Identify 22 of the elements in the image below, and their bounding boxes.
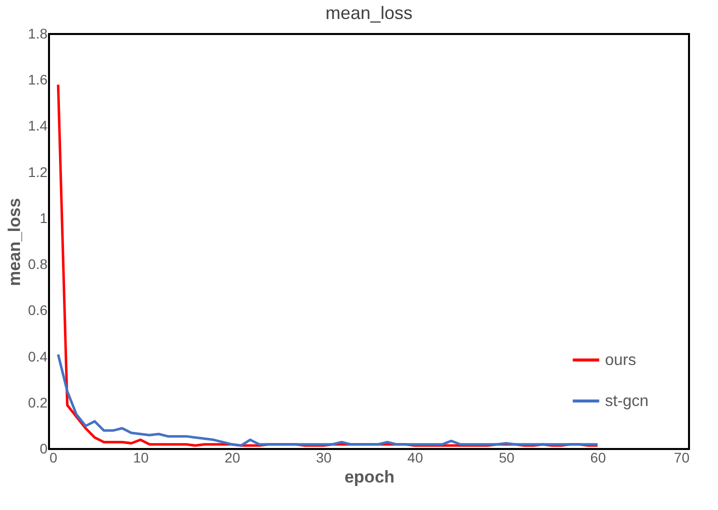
y-tick-label: 0.4 [28,348,48,364]
x-axis-title: epoch [344,468,395,486]
legend-label: ours [605,352,636,369]
legend-label: st-gcn [605,393,649,410]
y-tick-label: 1.4 [28,118,48,134]
y-tick-label: 1 [40,210,48,226]
x-tick-label: 20 [224,450,240,466]
y-tick-label: 1.2 [28,164,48,180]
x-tick-label: 30 [316,450,332,466]
y-tick-label: 1.6 [28,72,48,88]
x-tick-label: 50 [498,450,515,466]
x-tick-label: 40 [407,450,424,466]
x-tick-label: 10 [133,450,149,466]
y-axis-title: mean_loss [5,198,24,286]
y-tick-label: 0.8 [28,256,48,272]
x-tick-label: 70 [674,450,690,466]
y-tick-label: 0.2 [28,394,48,410]
x-tick-label: 60 [590,450,606,466]
line-series [56,353,599,447]
chart-title: mean_loss [325,3,413,23]
y-tick-label: 0.6 [28,302,48,318]
y-tick-label: 1.8 [28,26,48,42]
